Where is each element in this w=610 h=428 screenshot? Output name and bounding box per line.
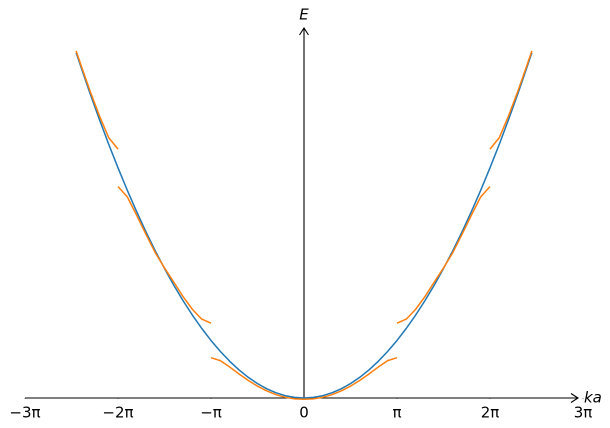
x-tick-label: 0 <box>299 404 309 422</box>
x-tick-label: −2π <box>102 404 133 422</box>
x-tick-label: 3π <box>574 404 593 422</box>
x-tick-label: 2π <box>481 404 500 422</box>
x-axis-label: ka <box>584 389 602 407</box>
x-tick-label: −π <box>200 404 222 422</box>
x-axis-arrow <box>570 393 580 403</box>
y-axis-arrow <box>299 26 309 36</box>
curve <box>75 52 533 399</box>
curve <box>75 50 533 401</box>
y-axis-label: E <box>299 6 309 24</box>
x-tick-label: −3π <box>9 404 40 422</box>
x-tick-label: π <box>392 404 401 422</box>
